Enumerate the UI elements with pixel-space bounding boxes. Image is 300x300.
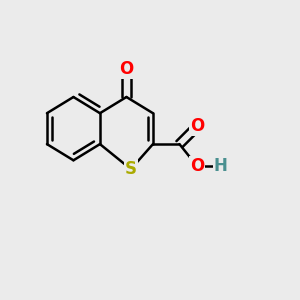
Text: S: S [125,160,137,178]
Text: H: H [214,157,228,175]
Text: O: O [190,117,204,135]
Text: O: O [190,157,204,175]
Text: O: O [119,60,134,78]
